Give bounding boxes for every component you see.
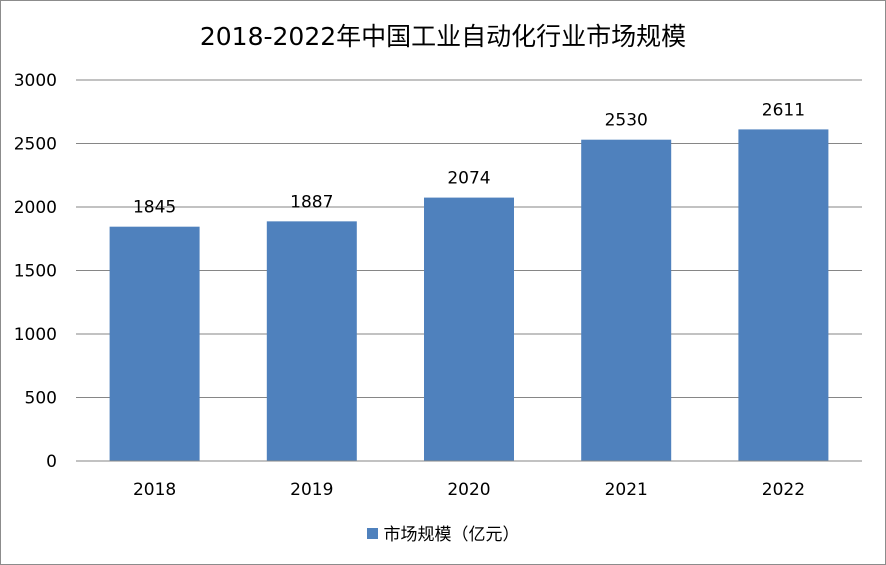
legend: 市场规模（亿元） xyxy=(0,520,886,545)
bar-2022 xyxy=(738,129,829,461)
x-tick-label-2021: 2021 xyxy=(605,480,648,500)
bar-2021 xyxy=(581,139,672,461)
chart-title: 2018-2022年中国工业自动化行业市场规模 xyxy=(199,22,687,51)
data-label-2018: 1845 xyxy=(133,198,176,218)
y-tick-label: 2500 xyxy=(14,135,57,155)
data-label-2022: 2611 xyxy=(762,100,805,120)
y-tick-label: 500 xyxy=(25,389,57,409)
legend-label: 市场规模（亿元） xyxy=(383,525,520,545)
bar-2020 xyxy=(424,197,514,462)
y-tick-label: 1000 xyxy=(14,325,57,345)
legend-swatch xyxy=(366,528,378,539)
x-tick-label-2019: 2019 xyxy=(290,480,333,500)
data-label-2020: 2074 xyxy=(447,169,490,189)
y-tick-label: 1500 xyxy=(14,262,57,282)
x-tick-label-2022: 2022 xyxy=(762,480,805,500)
x-tick-label-2018: 2018 xyxy=(133,480,176,500)
bar-2019 xyxy=(266,221,357,461)
x-tick-label-2020: 2020 xyxy=(447,480,490,500)
bar-2018 xyxy=(109,226,200,461)
y-tick-label: 2000 xyxy=(14,198,57,218)
y-tick-label: 0 xyxy=(46,452,57,472)
data-label-2021: 2530 xyxy=(605,111,648,131)
y-tick-label: 3000 xyxy=(14,71,57,91)
data-label-2019: 1887 xyxy=(290,192,333,212)
